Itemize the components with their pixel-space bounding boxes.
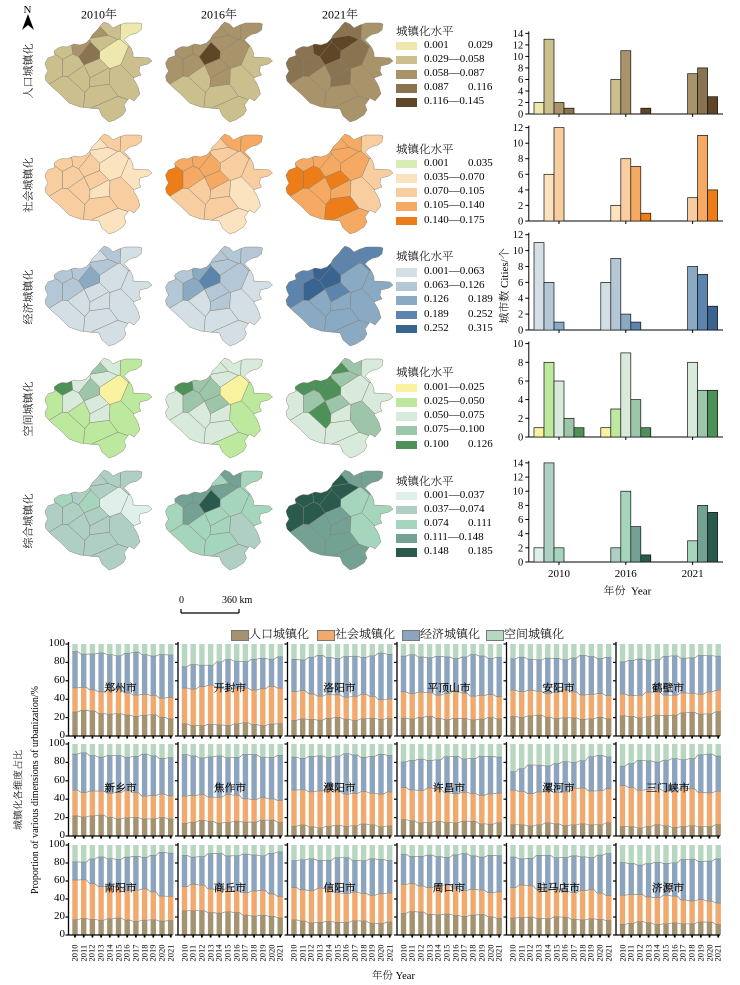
svg-text:4: 4 xyxy=(518,87,524,98)
svg-text:6: 6 xyxy=(518,170,523,181)
svg-text:N: N xyxy=(24,4,32,16)
svg-text:Proportion of various dimensio: Proportion of various dimensions of urba… xyxy=(30,686,41,894)
svg-text:4: 4 xyxy=(518,294,524,305)
svg-text:4: 4 xyxy=(518,395,524,406)
svg-text:8: 8 xyxy=(518,262,523,273)
svg-text:Cities/: Cities/ xyxy=(499,258,511,290)
svg-text:8: 8 xyxy=(518,358,523,369)
svg-text:2010: 2010 xyxy=(81,7,105,21)
svg-text:2021: 2021 xyxy=(322,7,346,21)
svg-text:10: 10 xyxy=(513,487,524,498)
svg-text:10: 10 xyxy=(513,52,524,63)
svg-text:2016: 2016 xyxy=(201,7,225,21)
svg-text:0: 0 xyxy=(518,558,523,569)
svg-text:8: 8 xyxy=(518,63,523,74)
svg-text:12: 12 xyxy=(513,473,524,484)
svg-text:0: 0 xyxy=(518,326,523,337)
svg-text:10: 10 xyxy=(513,339,524,350)
svg-text:6: 6 xyxy=(518,75,523,86)
svg-text:12: 12 xyxy=(513,123,524,134)
svg-text:2: 2 xyxy=(518,414,523,425)
svg-text:Year: Year xyxy=(626,585,652,597)
svg-text:2: 2 xyxy=(518,310,523,321)
svg-text:10: 10 xyxy=(513,139,524,150)
svg-text:10: 10 xyxy=(513,246,524,257)
svg-text:6: 6 xyxy=(518,515,523,526)
svg-text:6: 6 xyxy=(518,377,523,388)
svg-text:0: 0 xyxy=(518,433,523,444)
svg-text:12: 12 xyxy=(513,40,524,51)
svg-text:8: 8 xyxy=(518,154,523,165)
svg-text:2: 2 xyxy=(518,98,523,109)
svg-text:14: 14 xyxy=(513,458,524,469)
svg-text:14: 14 xyxy=(513,29,524,40)
svg-text:4: 4 xyxy=(518,185,524,196)
svg-text:2: 2 xyxy=(518,201,523,212)
svg-text:0: 0 xyxy=(518,217,523,228)
svg-text:Year: Year xyxy=(393,971,415,982)
svg-text:4: 4 xyxy=(518,529,524,540)
svg-text:12: 12 xyxy=(513,230,524,241)
svg-text:2: 2 xyxy=(518,543,523,554)
svg-text:8: 8 xyxy=(518,501,523,512)
svg-text:6: 6 xyxy=(518,278,523,289)
svg-text:0: 0 xyxy=(518,110,523,121)
